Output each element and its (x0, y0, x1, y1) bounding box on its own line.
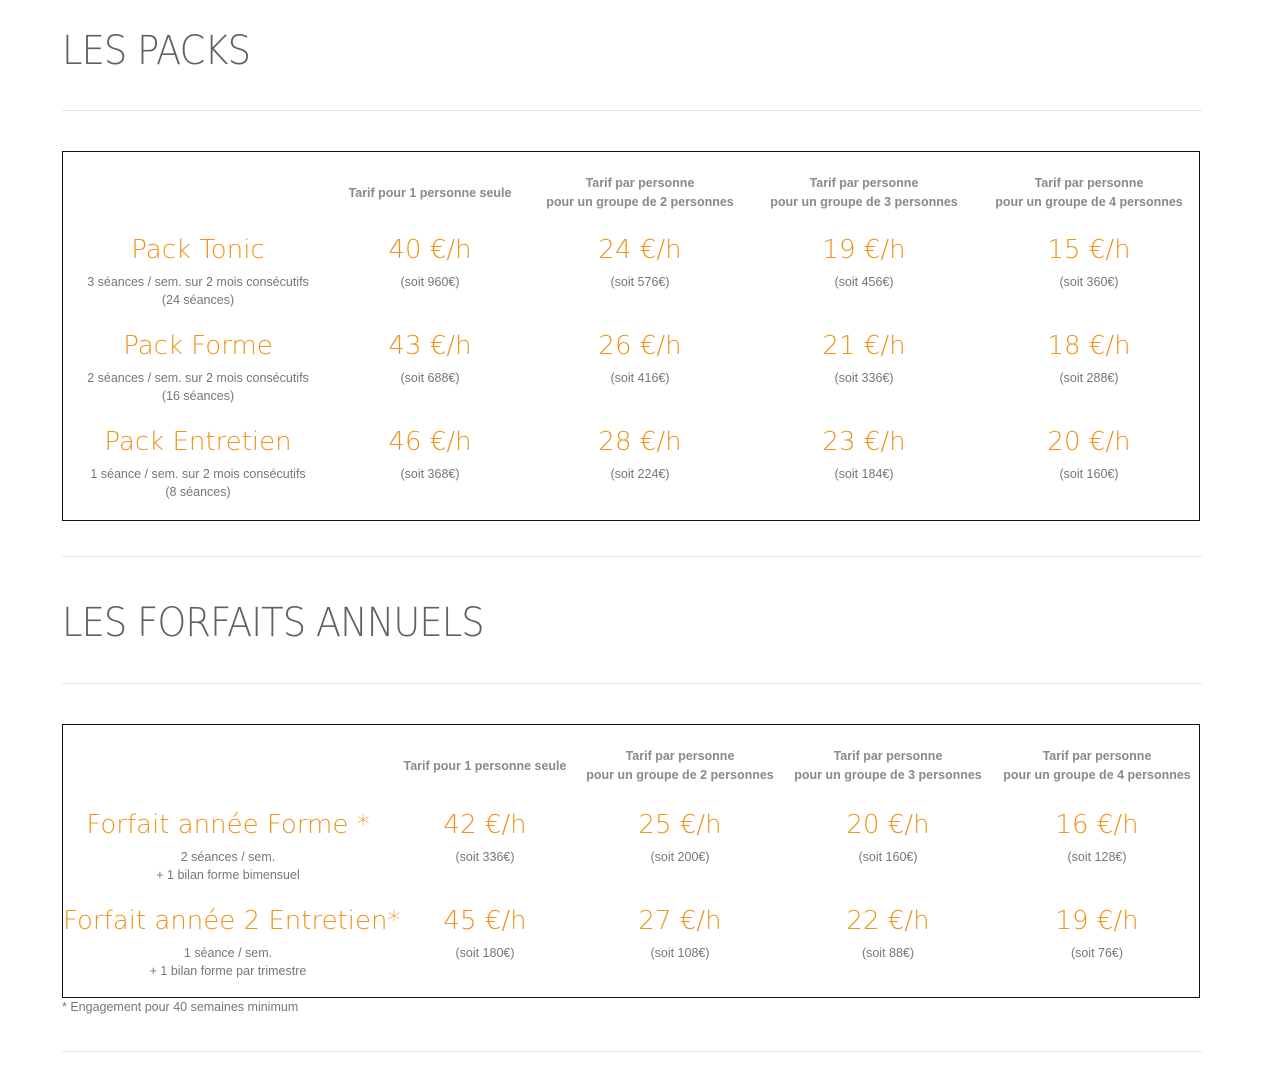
footnote: * Engagement pour 40 semaines minimum (62, 1000, 299, 1014)
packs-pricing-table: Tarif pour 1 personne seule Tarif par pe… (62, 151, 1200, 521)
pack-description: 1 séance / sem. sur 2 mois consécutifs (8… (90, 467, 306, 499)
price-cell: 46 €/h (soit 368€) (388, 427, 472, 481)
forfait-description: 1 séance / sem. + 1 bilan forme par trime… (149, 946, 307, 978)
price-cell: 16 €/h (soit 128€) (1055, 810, 1139, 864)
pack-name: Pack Tonic (131, 235, 265, 265)
forfait-label: Forfait année Forme * 2 séances / sem. + … (63, 809, 393, 884)
price-cell: 19 €/h (soit 76€) (1055, 906, 1139, 960)
forfait-name: Forfait année Forme * (86, 810, 370, 840)
price-cell: 40 €/h (soit 960€) (388, 235, 472, 289)
divider (62, 110, 1202, 111)
price-cell: 22 €/h (soit 88€) (846, 906, 930, 960)
price-cell: 27 €/h (soit 108€) (638, 906, 722, 960)
price-cell: 45 €/h (soit 180€) (443, 906, 527, 960)
column-header-1-person: Tarif pour 1 personne seule (403, 759, 567, 773)
price-cell: 18 €/h (soit 288€) (1047, 331, 1131, 385)
price-cell: 20 €/h (soit 160€) (1047, 427, 1131, 481)
section-title-packs: LES PACKS (62, 28, 251, 74)
pack-name: Pack Forme (123, 331, 273, 361)
price-cell: 24 €/h (soit 576€) (598, 235, 682, 289)
price-cell: 21 €/h (soit 336€) (822, 331, 906, 385)
pack-description: 2 séances / sem. sur 2 mois consécutifs(… (87, 371, 309, 403)
divider (62, 683, 1202, 684)
column-header-3-persons: Tarif par personne pour un groupe de 3 pe… (794, 749, 982, 782)
column-header-4-persons: Tarif par personne pour un groupe de 4 pe… (995, 176, 1183, 209)
column-header-1-person: Tarif pour 1 personne seule (348, 186, 512, 200)
price-cell: 19 €/h (soit 456€) (822, 235, 906, 289)
forfait-label: Forfait année 2 Entretien* 1 séance / se… (63, 905, 401, 980)
forfaits-pricing-table: Tarif pour 1 personne seule Tarif par pe… (62, 724, 1200, 998)
column-header-4-persons: Tarif par personne pour un groupe de 4 pe… (1003, 749, 1191, 782)
column-header-2-persons: Tarif par personne pour un groupe de 2 pe… (546, 176, 734, 209)
forfait-name: Forfait année 2 Entretien* (63, 906, 401, 936)
divider (62, 556, 1202, 557)
price-cell: 43 €/h (soit 688€) (388, 331, 472, 385)
pack-label: Pack Tonic 3 séances / sem. sur 2 mois c… (63, 234, 333, 309)
price-cell: 42 €/h (soit 336€) (443, 810, 527, 864)
divider (62, 1051, 1202, 1052)
price-cell: 26 €/h (soit 416€) (598, 331, 682, 385)
price-cell: 25 €/h (soit 200€) (638, 810, 722, 864)
price-cell: 28 €/h (soit 224€) (598, 427, 682, 481)
pack-name: Pack Entretien (104, 427, 292, 457)
price-cell: 20 €/h (soit 160€) (846, 810, 930, 864)
pack-description: 3 séances / sem. sur 2 mois consécutifs(… (87, 275, 309, 307)
price-cell: 23 €/h (soit 184€) (822, 427, 906, 481)
pack-label: Pack Entretien 1 séance / sem. sur 2 moi… (63, 426, 333, 501)
pack-label: Pack Forme 2 séances / sem. sur 2 mois c… (63, 330, 333, 405)
column-header-3-persons: Tarif par personne pour un groupe de 3 pe… (770, 176, 958, 209)
price-cell: 15 €/h (soit 360€) (1047, 235, 1131, 289)
forfait-description: 2 séances / sem. + 1 bilan forme bimensue… (156, 850, 300, 882)
column-header-2-persons: Tarif par personne pour un groupe de 2 pe… (586, 749, 774, 782)
section-title-forfaits: LES FORFAITS ANNUELS (62, 600, 485, 646)
